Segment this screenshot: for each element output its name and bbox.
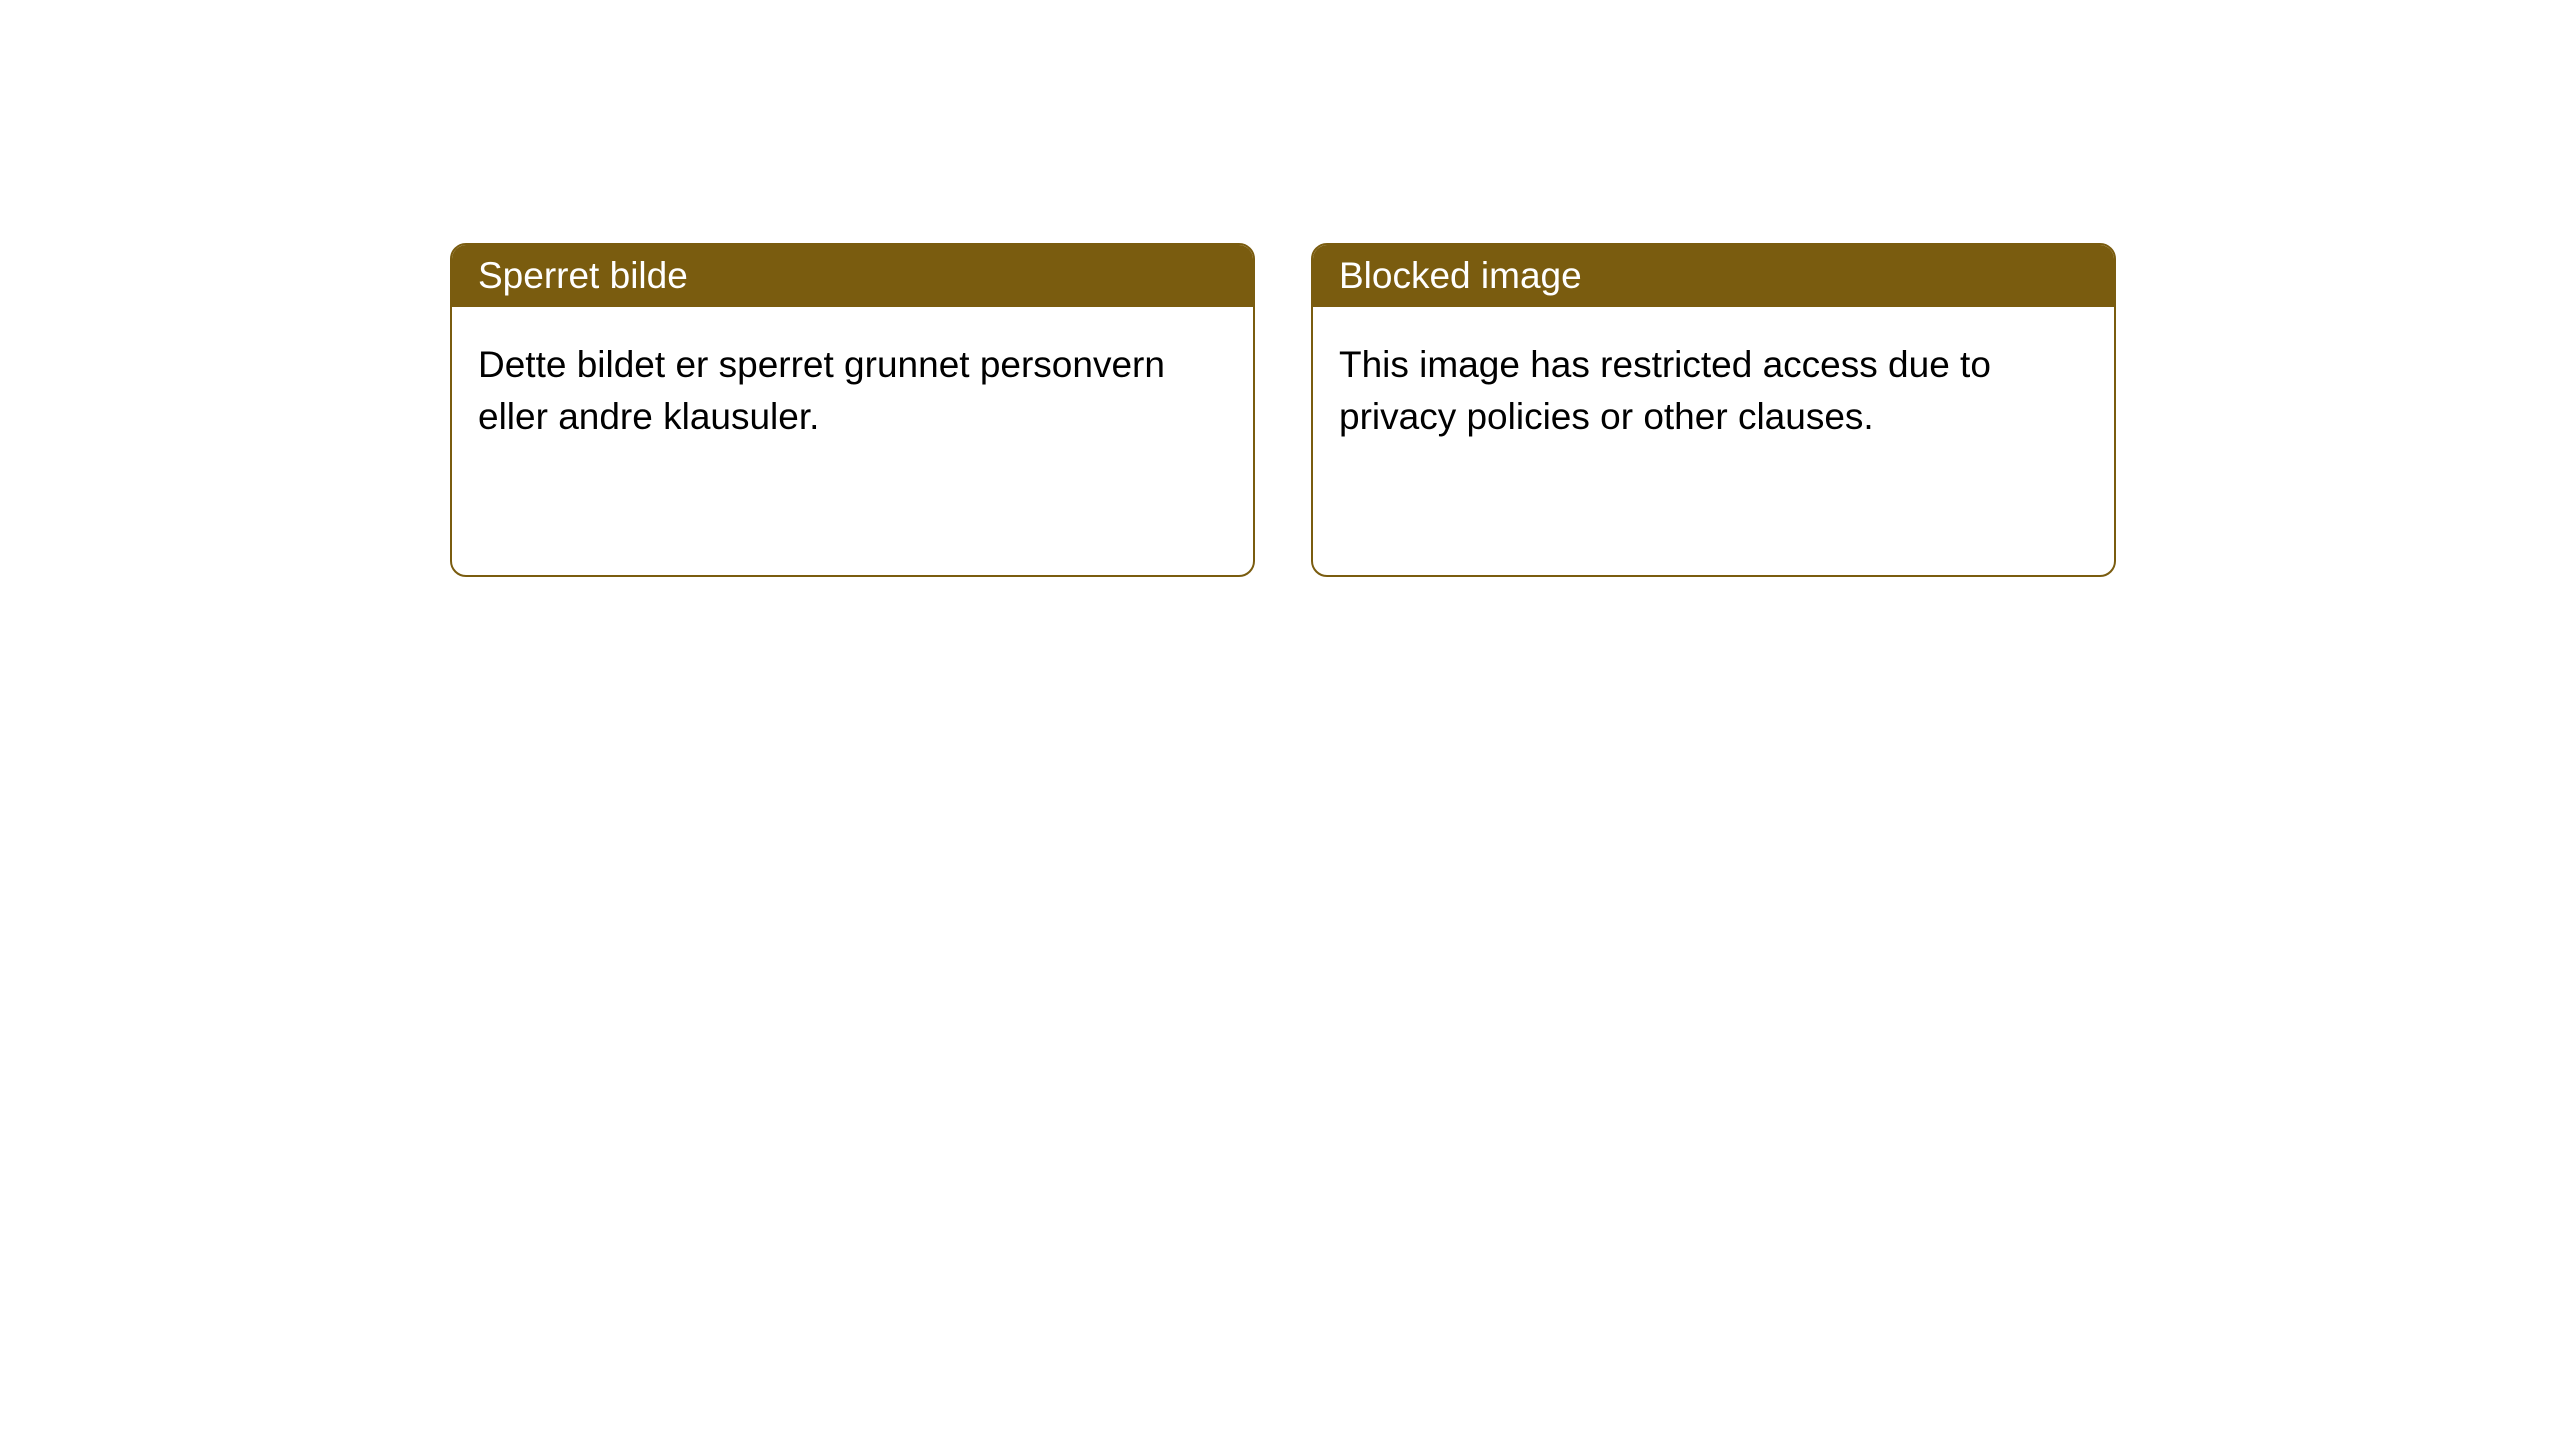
card-body: This image has restricted access due to … [1313, 307, 2114, 475]
card-body-text: This image has restricted access due to … [1339, 344, 1991, 437]
card-header: Sperret bilde [452, 245, 1253, 307]
card-body: Dette bildet er sperret grunnet personve… [452, 307, 1253, 475]
card-title: Blocked image [1339, 255, 1582, 296]
card-title: Sperret bilde [478, 255, 688, 296]
notice-card-norwegian: Sperret bilde Dette bildet er sperret gr… [450, 243, 1255, 577]
notice-cards-container: Sperret bilde Dette bildet er sperret gr… [0, 0, 2560, 577]
card-header: Blocked image [1313, 245, 2114, 307]
card-body-text: Dette bildet er sperret grunnet personve… [478, 344, 1165, 437]
notice-card-english: Blocked image This image has restricted … [1311, 243, 2116, 577]
